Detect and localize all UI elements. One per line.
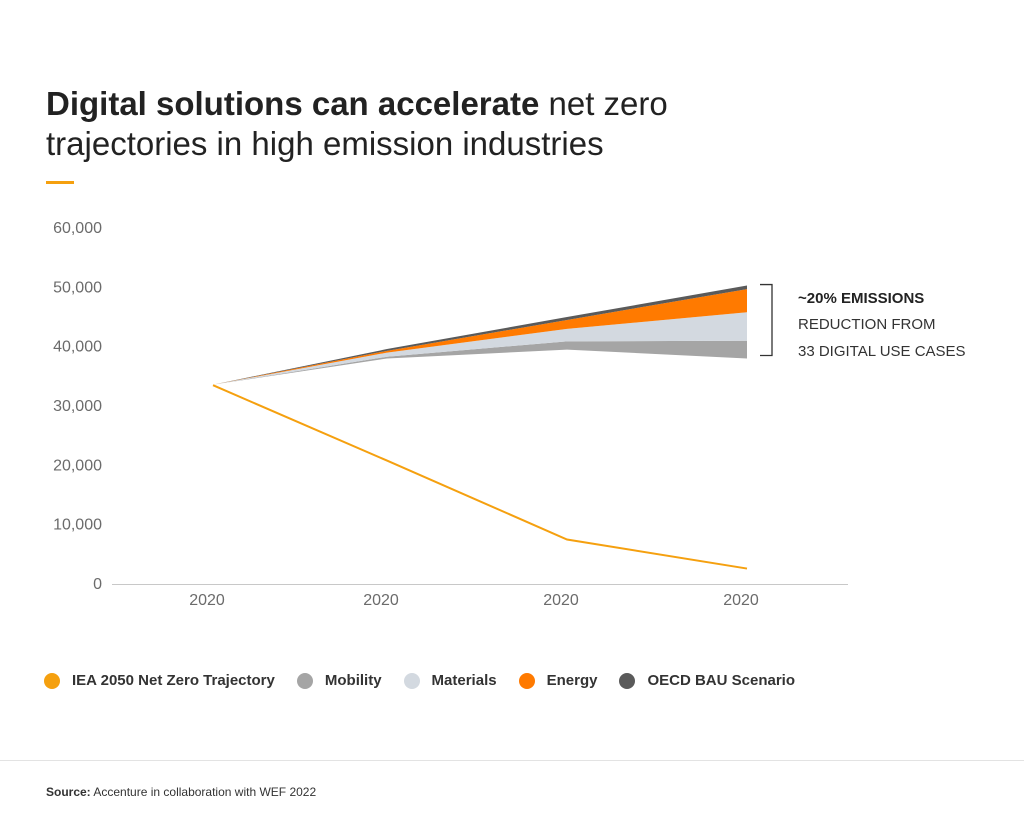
y-tick-label: 30,000 [53, 398, 102, 415]
area-materials [213, 312, 747, 385]
legend-label: Energy [546, 672, 598, 689]
emissions-chart: 0 10,000 20,000 30,000 40,000 50,000 60,000 202… [53, 220, 966, 609]
area-energy [213, 289, 747, 385]
chart-title-regular: net zero trajectories in high emission i… [46, 85, 668, 162]
legend-swatch [296, 672, 313, 689]
legend-swatch [518, 672, 535, 689]
x-tick-label: 2020 [189, 592, 225, 609]
legend-label: OECD BAU Scenario [647, 672, 795, 689]
x-tick-label: 2020 [723, 592, 759, 609]
title-accent-bar [46, 181, 74, 184]
y-tick-label: 0 [93, 576, 102, 593]
chart-legend: IEA 2050 Net Zero Trajectory Mobility Mate… [44, 672, 817, 689]
legend-item: OECD BAU Scenario [619, 672, 795, 689]
legend-label: Materials [431, 672, 497, 689]
legend-item: Mobility [296, 672, 382, 689]
reduction-bracket [760, 283, 773, 357]
area-mobility [213, 340, 747, 385]
y-tick-label: 40,000 [53, 339, 102, 356]
source-label: Source: [46, 785, 91, 799]
chart-title-bold: Digital solutions can accelerate [46, 85, 540, 122]
x-tick-label: 2020 [543, 592, 579, 609]
legend-swatch [44, 672, 60, 689]
y-tick-label: 50,000 [53, 279, 102, 296]
legend-swatch [403, 672, 420, 689]
legend-item: Energy [518, 672, 598, 689]
area-oecd-bau-scenario [213, 285, 747, 385]
annotation-line-1: ~20% EMISSIONS [798, 290, 924, 307]
source-text: Accenture in collaboration with WEF 2022 [90, 785, 317, 799]
y-tick-label: 10,000 [53, 517, 102, 534]
net-zero-trajectory-line [212, 384, 748, 570]
x-tick-label: 2020 [363, 592, 399, 609]
annotation-line-2: REDUCTION FROM [798, 316, 936, 333]
legend-swatch [619, 672, 636, 689]
legend-label: Mobility [324, 672, 382, 689]
footer-divider [0, 760, 1024, 761]
y-tick-label: 60,000 [53, 220, 102, 237]
legend-label: IEA 2050 Net Zero Trajectory [72, 672, 275, 689]
annotation-line-3: 33 DIGITAL USE CASES [798, 343, 966, 360]
legend-item: Materials [403, 672, 497, 689]
legend-item: IEA 2050 Net Zero Trajectory [44, 672, 275, 689]
y-tick-label: 20,000 [53, 457, 102, 474]
source-note: Source: Accenture in collaboration with … [46, 785, 316, 799]
chart-title: Digital solutions can accelerate net zer… [46, 84, 766, 164]
